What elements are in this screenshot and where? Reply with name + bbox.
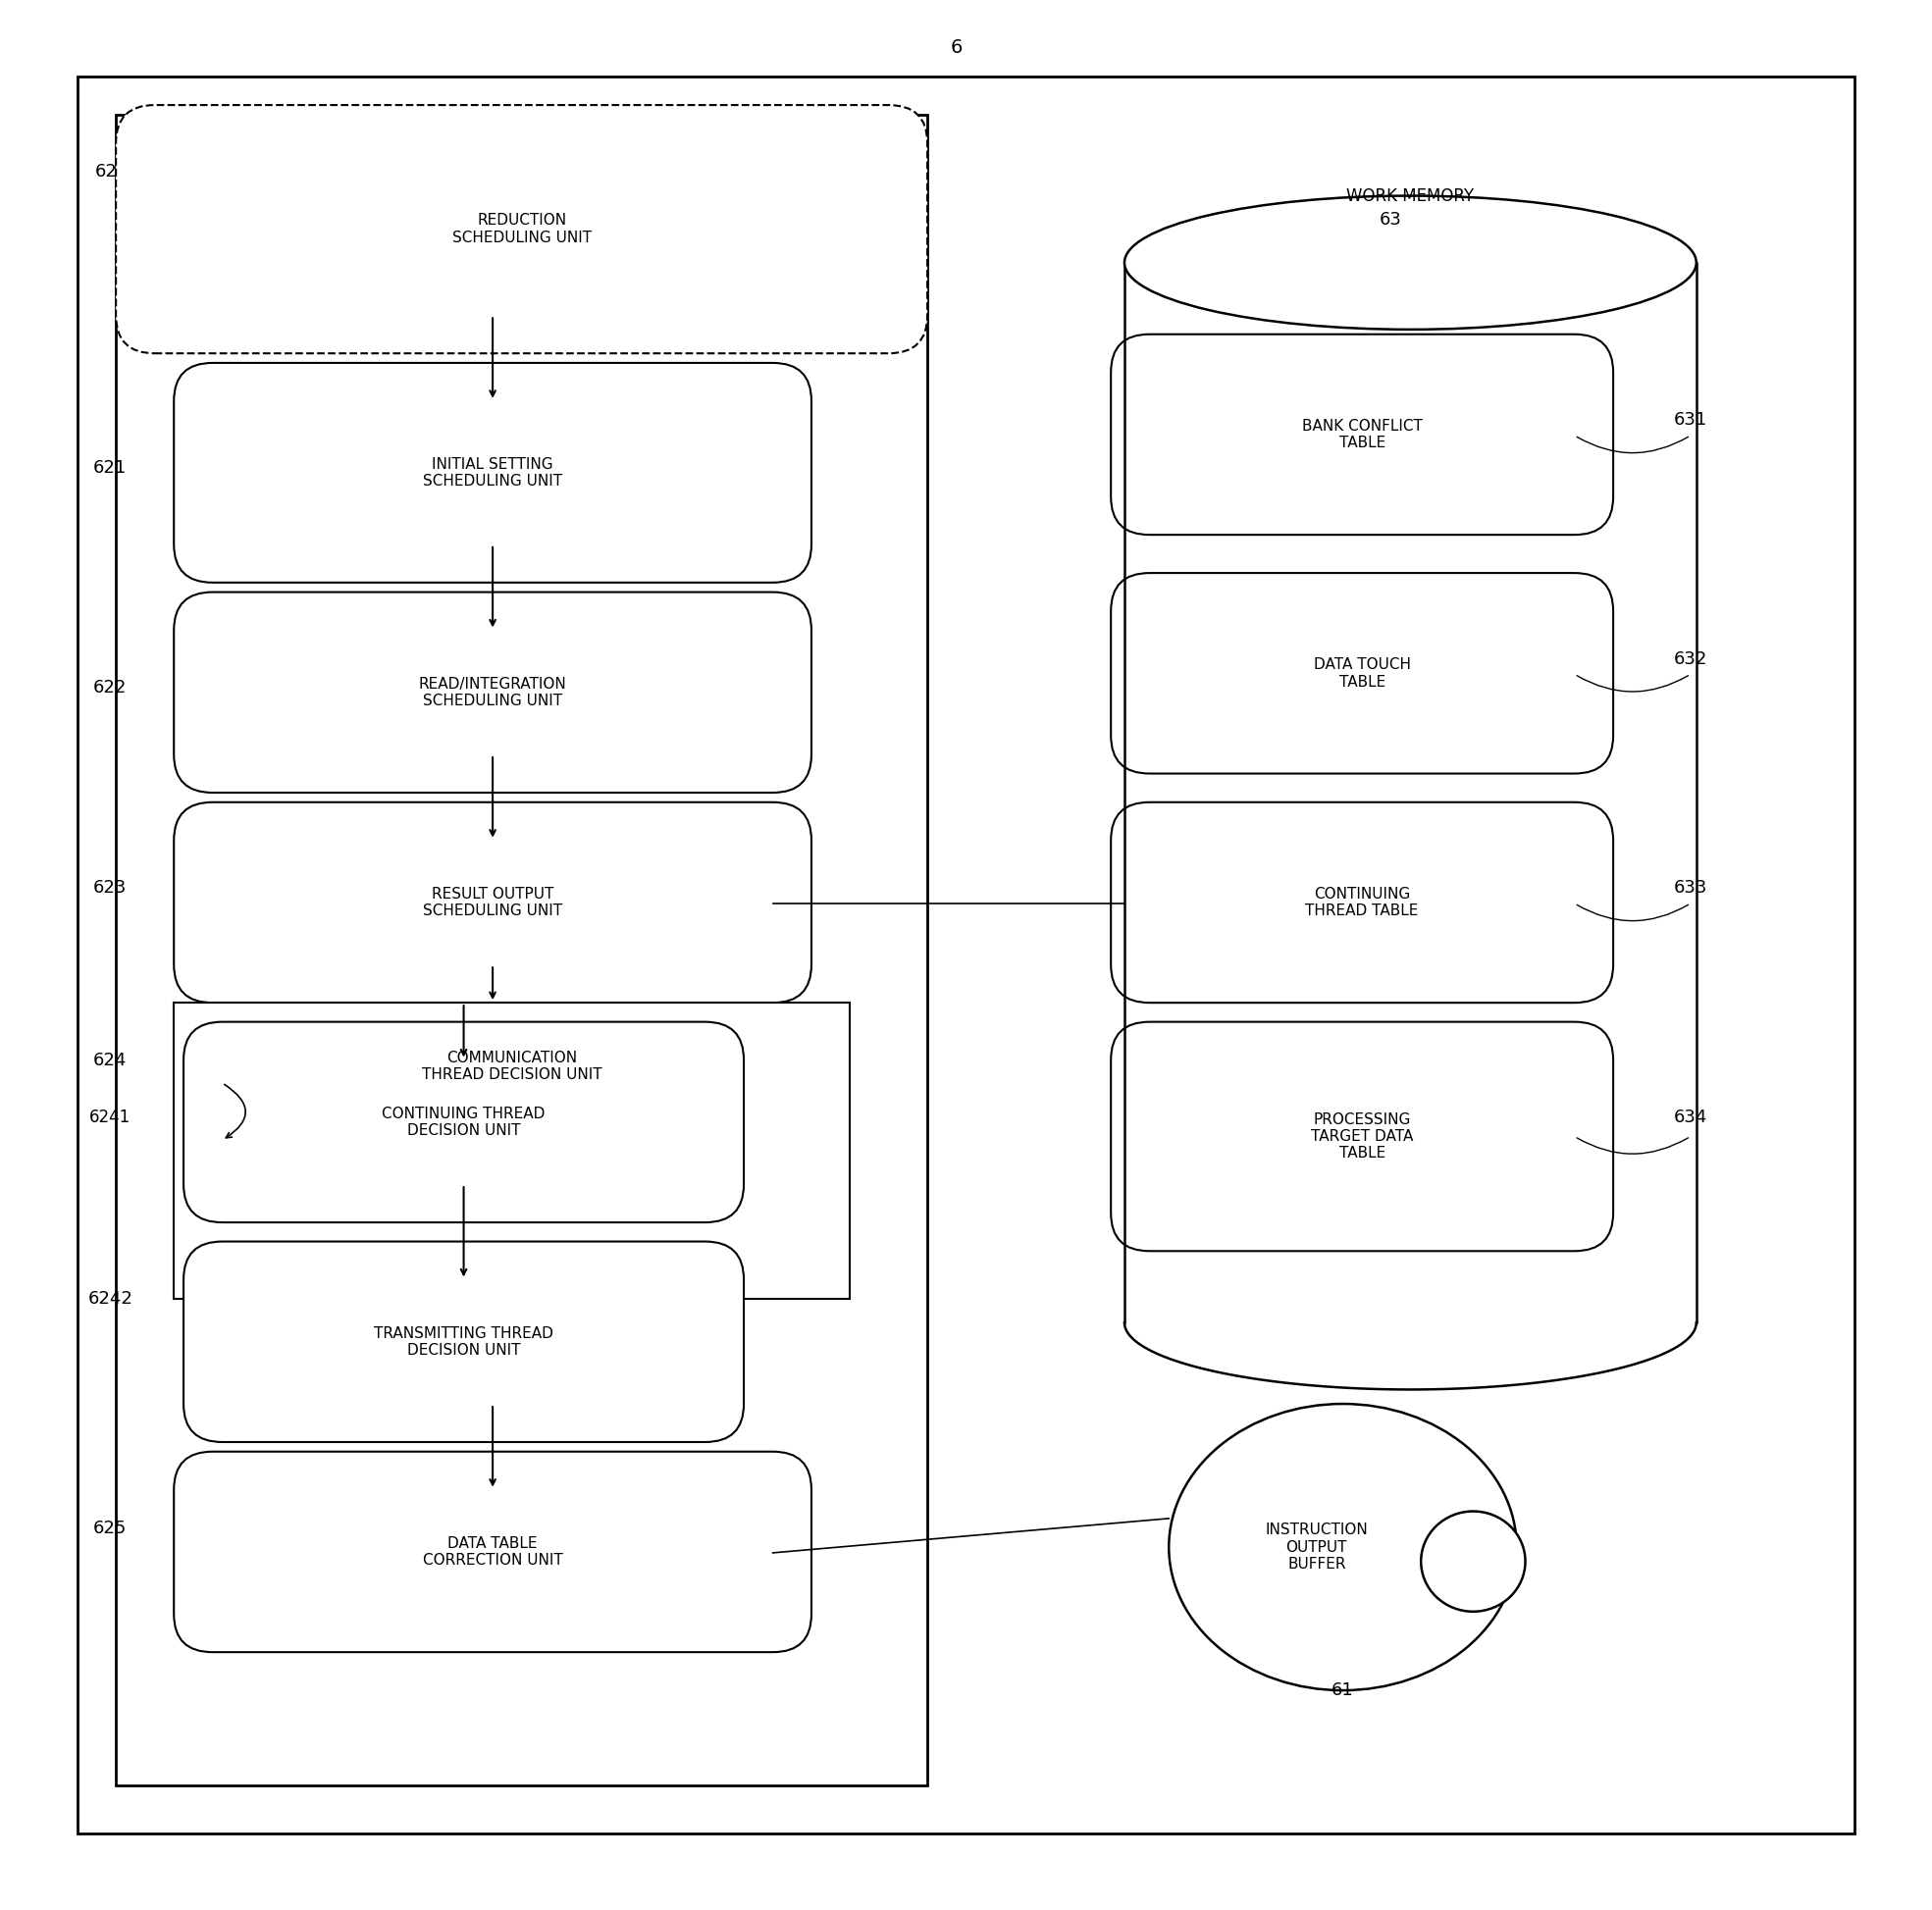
Text: READ/INTEGRATION
SCHEDULING UNIT: READ/INTEGRATION SCHEDULING UNIT [419, 676, 566, 709]
Text: INSTRUCTION
OUTPUT
BUFFER: INSTRUCTION OUTPUT BUFFER [1265, 1522, 1368, 1572]
Text: 625: 625 [93, 1518, 128, 1538]
Text: 634: 634 [1673, 1108, 1708, 1127]
FancyBboxPatch shape [174, 592, 811, 793]
FancyBboxPatch shape [174, 363, 811, 583]
Text: 6: 6 [951, 38, 962, 57]
Text: DATA TABLE
CORRECTION UNIT: DATA TABLE CORRECTION UNIT [423, 1536, 562, 1568]
FancyBboxPatch shape [1111, 802, 1613, 1003]
Text: PROCESSING
TARGET DATA
TABLE: PROCESSING TARGET DATA TABLE [1310, 1112, 1414, 1161]
Text: CONTINUING
THREAD TABLE: CONTINUING THREAD TABLE [1306, 886, 1418, 919]
Text: 6242: 6242 [87, 1289, 133, 1308]
Text: COMMUNICATION
THREAD DECISION UNIT: COMMUNICATION THREAD DECISION UNIT [421, 1051, 603, 1083]
Text: 624: 624 [93, 1051, 128, 1070]
FancyBboxPatch shape [184, 1242, 744, 1442]
Text: 63: 63 [1379, 210, 1403, 229]
Text: RESULT OUTPUT
SCHEDULING UNIT: RESULT OUTPUT SCHEDULING UNIT [423, 886, 562, 919]
Text: 621: 621 [93, 458, 128, 478]
FancyBboxPatch shape [184, 1022, 744, 1222]
Text: INITIAL SETTING
SCHEDULING UNIT: INITIAL SETTING SCHEDULING UNIT [423, 456, 562, 489]
FancyBboxPatch shape [1111, 334, 1613, 535]
Text: 631: 631 [1673, 411, 1708, 430]
Text: 62: 62 [95, 162, 118, 181]
Text: 6241: 6241 [89, 1108, 131, 1127]
FancyBboxPatch shape [174, 802, 811, 1003]
FancyBboxPatch shape [174, 1003, 850, 1299]
Text: REDUCTION
SCHEDULING UNIT: REDUCTION SCHEDULING UNIT [452, 214, 591, 244]
Text: 622: 622 [93, 678, 128, 697]
Text: CONTINUING THREAD
DECISION UNIT: CONTINUING THREAD DECISION UNIT [383, 1106, 545, 1138]
Ellipse shape [1169, 1404, 1517, 1690]
Text: BANK CONFLICT
TABLE: BANK CONFLICT TABLE [1302, 418, 1422, 451]
FancyBboxPatch shape [116, 105, 927, 353]
FancyBboxPatch shape [174, 1452, 811, 1652]
Text: 632: 632 [1673, 649, 1708, 668]
FancyBboxPatch shape [1111, 1022, 1613, 1251]
Text: WORK MEMORY: WORK MEMORY [1347, 187, 1474, 204]
Ellipse shape [1124, 195, 1696, 329]
Text: TRANSMITTING THREAD
DECISION UNIT: TRANSMITTING THREAD DECISION UNIT [375, 1326, 553, 1358]
FancyBboxPatch shape [116, 115, 927, 1786]
Text: 633: 633 [1673, 879, 1708, 898]
Text: DATA TOUCH
TABLE: DATA TOUCH TABLE [1314, 657, 1410, 690]
FancyBboxPatch shape [77, 76, 1855, 1834]
Text: 623: 623 [93, 879, 128, 898]
FancyBboxPatch shape [1111, 573, 1613, 774]
Ellipse shape [1422, 1511, 1526, 1612]
Text: 61: 61 [1331, 1681, 1354, 1700]
